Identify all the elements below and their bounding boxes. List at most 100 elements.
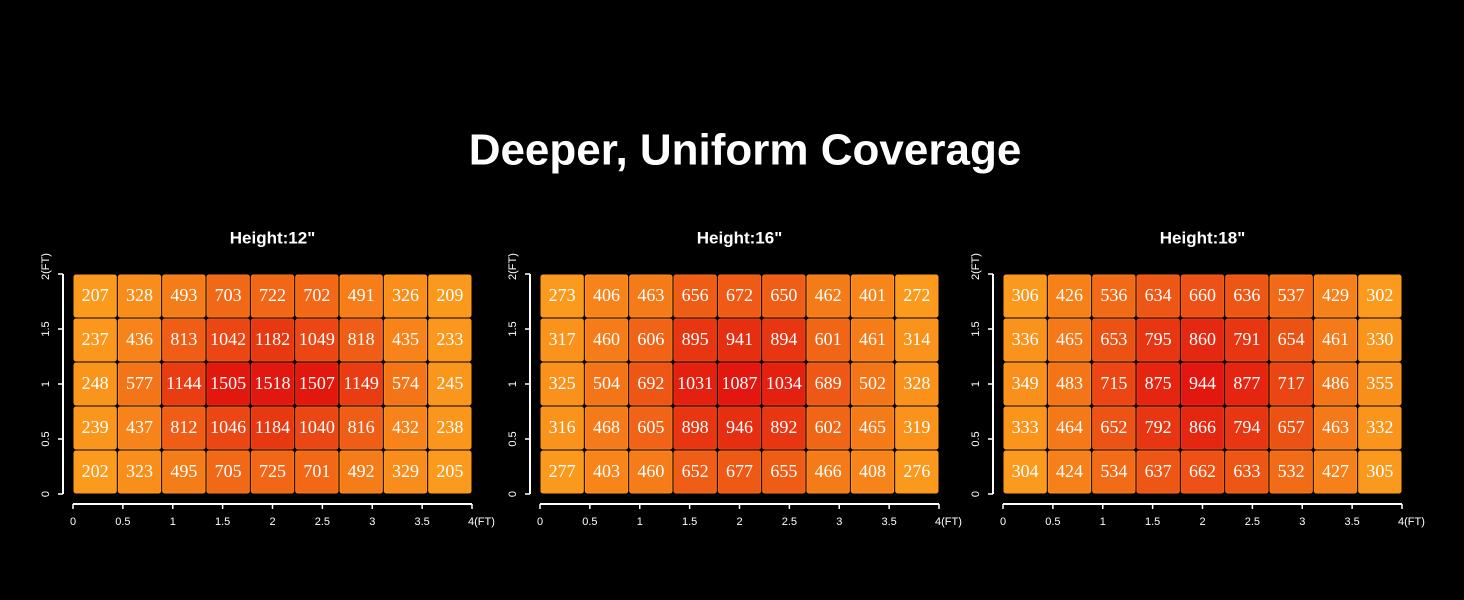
heat-cell [1003,274,1047,318]
heat-cell [673,450,717,494]
cell-value: 305 [1366,461,1393,481]
cell-value: 468 [593,417,620,437]
heat-cell [762,450,806,494]
y-tick-label: 1.5 [507,321,519,336]
heat-cell [629,406,673,450]
cell-value: 463 [1322,417,1349,437]
cell-value: 401 [859,285,886,305]
heat-cell [584,274,629,318]
heat-cell [584,362,629,406]
heat-cell [339,318,383,362]
heat-cell [806,406,850,450]
x-tick-label: 0.5 [115,516,130,528]
heat-cell [850,406,895,450]
cell-value: 816 [348,417,375,437]
cell-value: 209 [436,285,463,305]
heat-cell [762,406,806,450]
y-tick-label: 1 [507,381,519,387]
cell-value: 722 [259,285,286,305]
heat-cell [73,274,117,318]
cell-value: 233 [436,329,463,349]
heat-cell [250,274,295,318]
cell-value: 304 [1012,461,1039,481]
cell-value: 277 [549,461,576,481]
heat-cell [850,274,895,318]
cell-value: 672 [726,285,753,305]
cell-value: 273 [549,285,576,305]
cell-value: 655 [770,461,797,481]
heat-cell [383,362,428,406]
x-tick-label: 3.5 [881,516,896,528]
cell-value: 461 [1322,329,1349,349]
heat-cell [1003,406,1047,450]
heat-cell [1092,274,1136,318]
heat-cell [339,406,383,450]
cell-value: 1046 [210,417,246,437]
heat-cell [1180,406,1225,450]
cell-value: 336 [1012,329,1039,349]
heat-cell [73,406,117,450]
cell-value: 328 [903,373,930,393]
heat-cell [1092,450,1136,494]
cell-value: 941 [726,329,753,349]
heat-cell [1092,362,1136,406]
heat-cell [1313,274,1358,318]
heat-cell [295,450,339,494]
heat-cell [1313,406,1358,450]
cell-value: 435 [392,329,419,349]
cell-value: 465 [1056,329,1083,349]
cell-value: 725 [259,461,286,481]
cell-value: 460 [593,329,620,349]
heat-cell [806,318,850,362]
cell-value: 677 [726,461,753,481]
cell-value: 1505 [210,373,246,393]
cell-value: 1049 [299,329,335,349]
cell-value: 812 [170,417,197,437]
heat-cell [1313,450,1358,494]
heat-cell [428,318,472,362]
cell-value: 202 [82,461,109,481]
main-title: Deeper, Uniform Coverage [469,126,1022,175]
heat-cell [1225,318,1269,362]
chart-title: Height:12" [230,228,316,247]
heat-cell [1092,406,1136,450]
heat-cell [717,318,762,362]
y-tick-label: 0 [507,491,519,497]
heat-cell [339,362,383,406]
cell-value: 207 [82,285,109,305]
heat-cell [540,362,584,406]
heat-cell [339,274,383,318]
y-tick-label: 0 [970,491,982,497]
cell-value: 657 [1278,417,1305,437]
heat-cell [1269,362,1313,406]
cell-value: 429 [1322,285,1349,305]
x-tick-label: 1.5 [682,516,697,528]
heat-cell [1269,318,1313,362]
cell-value: 462 [815,285,842,305]
heat-cell [1003,450,1047,494]
x-tick-label: 2 [269,516,275,528]
cell-value: 1518 [255,373,291,393]
cell-value: 1149 [343,373,378,393]
cell-value: 894 [770,329,797,349]
heat-cell [806,450,850,494]
heat-cell [206,406,250,450]
cell-value: 860 [1189,329,1216,349]
heat-cell [1358,362,1402,406]
cell-value: 406 [593,285,620,305]
x-tick-label: 2 [736,516,742,528]
cell-value: 1507 [299,373,335,393]
heat-cell [1136,406,1180,450]
heat-cell [73,362,117,406]
heat-cell [1358,318,1402,362]
cell-value: 466 [815,461,842,481]
y-tick-label: 1.5 [970,321,982,336]
x-tick-label: 2.5 [1245,516,1260,528]
x-tick-label: 0.5 [1045,516,1060,528]
cell-value: 633 [1233,461,1260,481]
cell-value: 248 [82,373,109,393]
heat-cell [762,362,806,406]
cell-value: 656 [682,285,709,305]
cell-value: 532 [1278,461,1305,481]
